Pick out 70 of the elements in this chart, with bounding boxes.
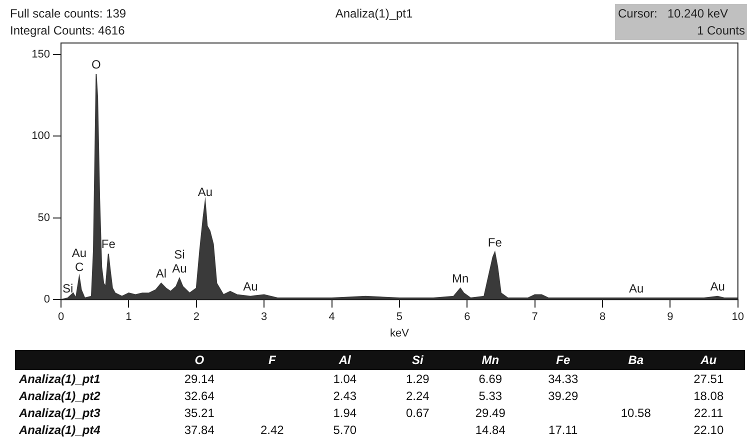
data-label: 29.49 (474, 404, 506, 421)
text: Full scale counts: 139 (10, 6, 126, 20)
x-tick-label: 2 (193, 311, 200, 324)
data-label: 27.51 (692, 370, 725, 387)
data-label: 32.64 (183, 388, 216, 404)
data-label: 17.11 (548, 422, 579, 438)
x-tick-label: Mn (454, 350, 527, 370)
y-tick-label: 150 (32, 48, 50, 60)
text: 1 Counts (696, 23, 745, 38)
data-label: 14.84 (474, 422, 506, 438)
data-label: 1.04 (332, 370, 358, 387)
data-label: 6.69 (478, 370, 504, 387)
data-label: 10.58 (620, 404, 652, 421)
annotation: Mn (452, 271, 469, 286)
data-label: 37.84 (183, 422, 216, 438)
x-tick-label: 5 (396, 311, 403, 324)
data-label: 22.11 (693, 404, 724, 421)
data-label: 29.14 (183, 370, 216, 387)
data-label: 1.29 (404, 370, 430, 387)
x-tick-label: 7 (532, 311, 538, 324)
data-label: 35.21 (183, 404, 216, 421)
x-tick-label: 3 (261, 311, 268, 324)
data-label: 18.08 (692, 388, 725, 404)
data-label: 39.29 (547, 388, 580, 404)
data-label: 22.10 (692, 422, 725, 438)
data-label: 0.67 (404, 404, 430, 421)
x-tick-label: 1 (126, 311, 132, 324)
annotation: Si (62, 281, 74, 296)
y-tick-label: 100 (32, 130, 50, 142)
y-tick-label: Analiza(1)_pt3 (18, 404, 102, 421)
data-label: 2.43 (332, 388, 358, 404)
annotation: Fe (488, 236, 502, 250)
annotation: Au (629, 281, 644, 296)
x-tick-label: 10 (732, 311, 744, 324)
annotation: Fe (101, 237, 116, 252)
x-tick-label: 4 (328, 311, 335, 324)
x-axis-title: keV (390, 327, 410, 340)
annotation: Si (174, 248, 185, 262)
x-tick-label: Al (308, 350, 382, 370)
x-tick-label: 8 (599, 311, 606, 324)
y-tick-label: 50 (38, 212, 50, 224)
annotation: Au (72, 246, 87, 260)
x-tick-label: O (163, 350, 236, 370)
annotation: Au (198, 184, 213, 199)
annotation: Al (156, 266, 167, 281)
annotation: Au (243, 280, 258, 294)
text: Integral Counts: 4616 (10, 23, 126, 38)
data-label: 5.33 (478, 388, 504, 404)
data-label: 34.33 (547, 370, 580, 387)
x-tick-label: F (236, 350, 308, 370)
annotation: Au (710, 280, 725, 294)
data-label: 5.70 (332, 422, 358, 438)
annotation: C (74, 260, 84, 274)
annotation: O (92, 57, 101, 72)
data-label: 2.42 (259, 422, 285, 438)
chart-title: Analiza(1)_pt1 (335, 6, 414, 20)
y-tick-label: Analiza(1)_pt4 (18, 422, 102, 438)
x-tick-label: Ba (600, 350, 672, 370)
x-tick-label: Si (381, 350, 454, 370)
x-tick-label: 9 (667, 311, 674, 324)
x-tick-label: Au (672, 350, 745, 370)
y-tick-label: Analiza(1)_pt1 (18, 370, 102, 387)
data-label: 1.94 (332, 404, 358, 421)
y-tick-label: 0 (44, 294, 50, 306)
x-tick-label: Fe (526, 350, 600, 370)
annotation: Au (172, 262, 187, 276)
data-label: 2.24 (404, 388, 430, 404)
x-tick-label: 6 (464, 311, 470, 324)
y-tick-label: Analiza(1)_pt2 (18, 388, 102, 404)
text: Cursor: 10.240 keV (618, 6, 728, 20)
